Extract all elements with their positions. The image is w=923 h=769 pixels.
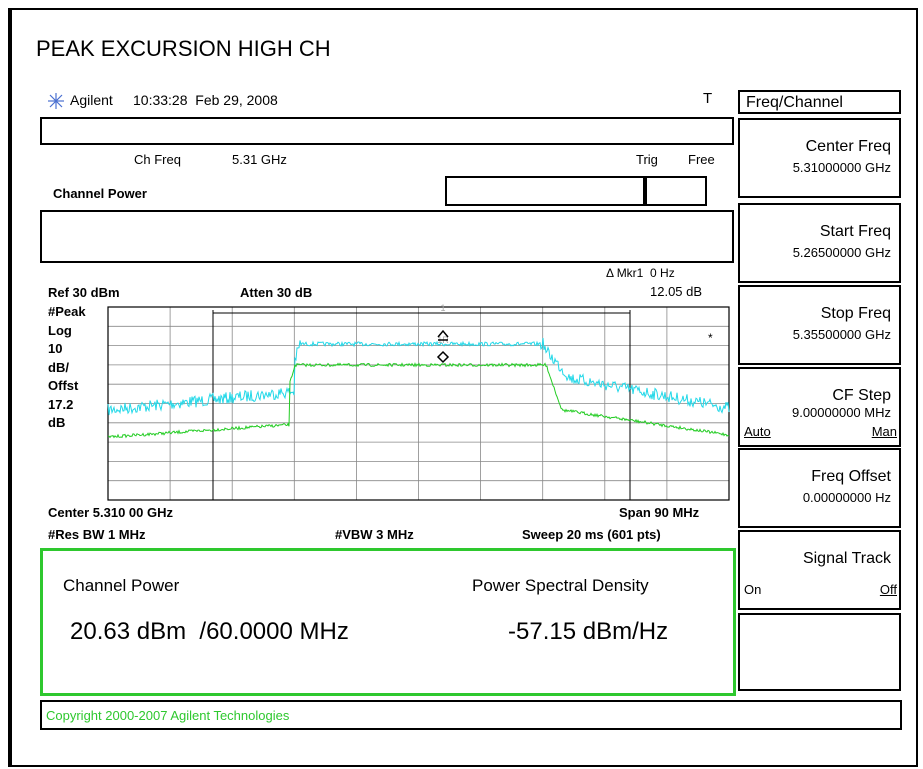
softkey-option: Auto	[744, 424, 771, 439]
timestamp: 10:33:28 Feb 29, 2008	[133, 92, 278, 108]
menu-label: Freq/Channel	[746, 94, 843, 111]
softkey[interactable]: Stop Freq 5.35500000 GHz	[738, 285, 901, 365]
softkey-label: Center Freq	[805, 138, 891, 155]
message-bar	[40, 117, 734, 145]
title: PEAK EXCURSION HIGH CH	[36, 36, 331, 61]
softkey[interactable]: Start Freq 5.26500000 GHz	[738, 203, 901, 283]
marker	[436, 350, 450, 364]
trig: Free	[688, 152, 715, 167]
frame	[8, 8, 918, 767]
copyright: Copyright 2000-2007 Agilent Technologies	[46, 708, 290, 723]
results-box	[40, 548, 736, 696]
graticule-border	[107, 306, 730, 501]
left-label: dB	[48, 415, 66, 430]
ref: Ref 30 dBm	[48, 285, 120, 300]
softkey-value: 5.35500000 GHz	[792, 327, 891, 342]
softkey-label: Start Freq	[819, 223, 891, 240]
flag: T	[703, 90, 713, 107]
marker-value: 12.05 dB	[650, 284, 703, 299]
copyright-box	[40, 700, 902, 730]
ch-freq-label: Ch Freq	[134, 152, 181, 167]
softkey-option: On	[744, 582, 762, 597]
softkey-value: 9.00000000 MHz	[791, 405, 891, 420]
psd-value: -57.15 dBm/Hz	[508, 618, 669, 645]
softkey-label: Signal Track	[802, 550, 891, 567]
marker	[437, 329, 449, 341]
menu-title: Freq/Channel	[738, 90, 901, 114]
psd-label: Power Spectral Density	[472, 576, 649, 595]
sweep: Sweep 20 ms (601 pts)	[522, 527, 661, 542]
center: Center 5.310 00 GHz	[48, 505, 174, 520]
left-label: #Peak	[48, 304, 86, 319]
entry-box	[40, 210, 734, 263]
status-box	[445, 176, 707, 206]
marker-symbol: *	[708, 331, 713, 345]
softkey[interactable]: CF Step 9.00000000 MHz Auto Man	[738, 367, 901, 447]
divider	[643, 176, 647, 206]
marker-label: Δ Mkr1 0 Hz	[606, 266, 675, 280]
res-bw: #Res BW 1 MHz	[48, 527, 146, 542]
left-label: 10	[48, 341, 63, 356]
trig-label: Trig	[636, 152, 658, 167]
mode: Channel Power	[53, 186, 147, 201]
softkey-label: CF Step	[832, 387, 891, 404]
atten: Atten 30 dB	[240, 285, 313, 300]
left-label: 17.2	[48, 396, 74, 412]
softkey[interactable]: Signal Track On Off	[738, 530, 901, 610]
trace	[107, 362, 730, 439]
power-label: Channel Power	[63, 576, 180, 595]
logo	[48, 93, 64, 109]
softkey-value: 0.00000000 Hz	[802, 490, 891, 505]
power-value: 20.63 dBm /60.0000 MHz	[70, 618, 349, 645]
span: Span 90 MHz	[619, 505, 700, 520]
softkey[interactable]: Freq Offset 0.00000000 Hz	[738, 448, 901, 528]
ch-freq: 5.31 GHz	[232, 152, 287, 167]
softkey-label: Freq Offset	[811, 468, 891, 485]
softkey-option: Man	[871, 424, 897, 439]
brand: Agilent	[70, 92, 113, 108]
marker-symbol: 1	[440, 303, 445, 313]
softkey-value: 5.31000000 GHz	[792, 160, 891, 175]
graticule: 11R *	[107, 303, 730, 501]
left-label: Offst	[48, 378, 79, 393]
softkey[interactable]: Center Freq 5.31000000 GHz	[738, 118, 901, 198]
left-label: Log	[48, 322, 72, 338]
softkey-option: Off	[879, 582, 897, 597]
softkey-value: 5.26500000 GHz	[792, 245, 891, 260]
trace	[107, 338, 730, 416]
softkey[interactable]	[738, 613, 901, 691]
left-label: dB/	[48, 359, 69, 375]
softkey-label: Stop Freq	[820, 305, 891, 322]
vbw: #VBW 3 MHz	[335, 527, 414, 542]
